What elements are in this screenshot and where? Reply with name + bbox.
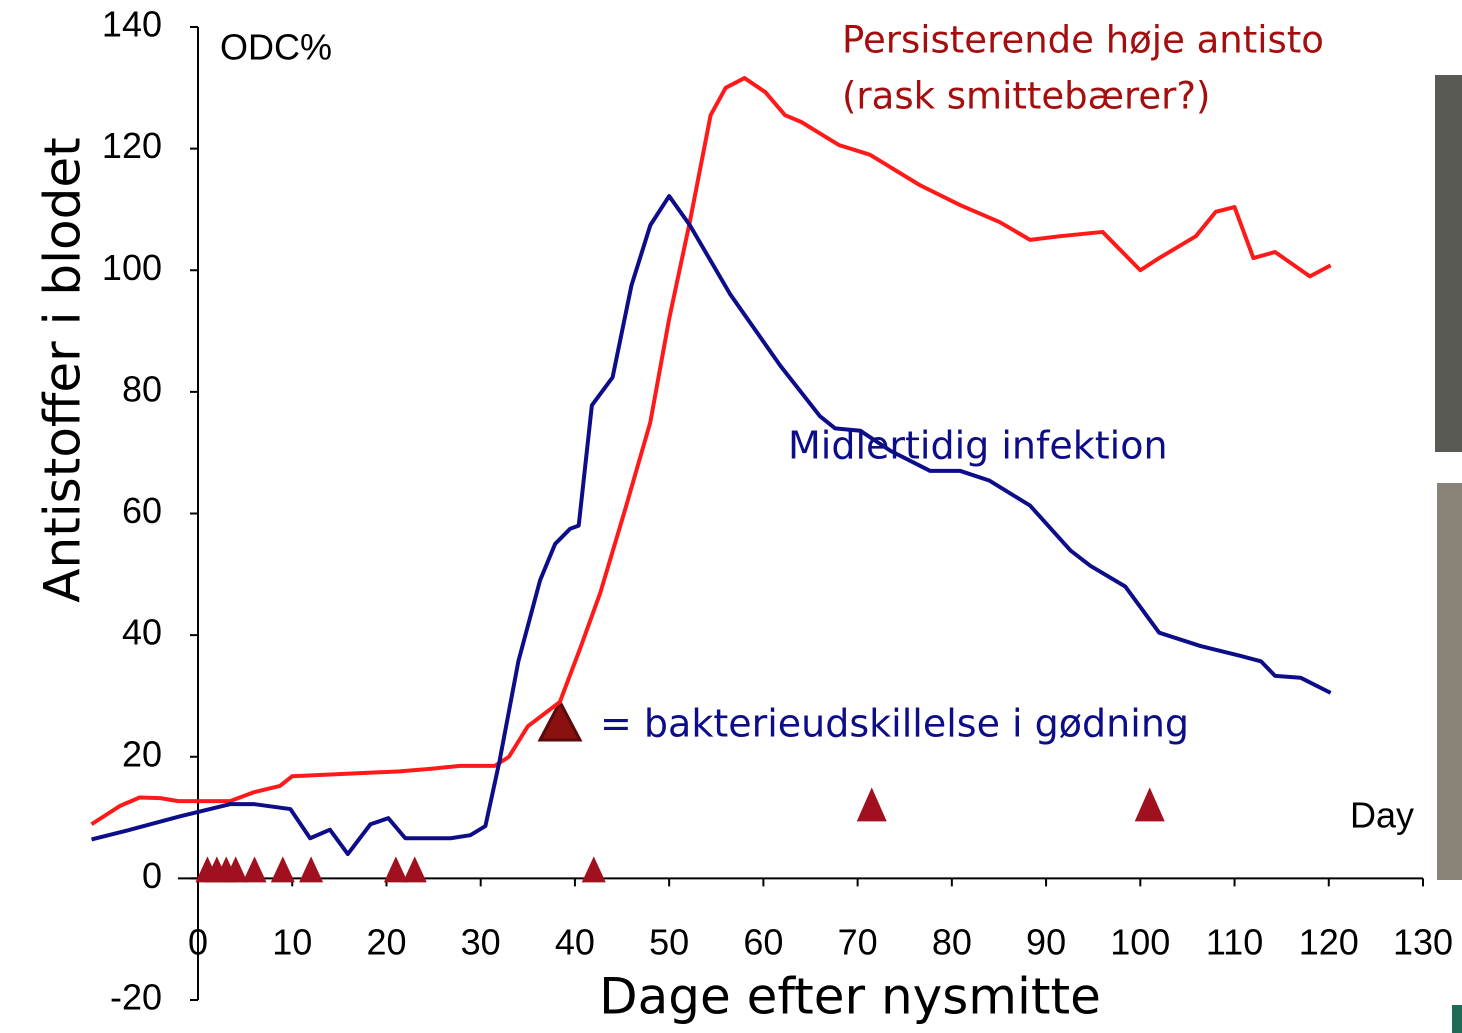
x-tick-label: 10 [272,922,312,963]
marker [299,856,323,882]
y-tick-label: 40 [122,612,162,653]
x-tick-label: 120 [1299,922,1359,963]
y-tick-label: -20 [110,977,162,1018]
y-axis-label: Antistoffer i blodet [34,137,92,602]
x-axis-label: Dage efter nysmitte [599,968,1101,1026]
marker [1135,787,1165,821]
x-tick-label: 0 [188,922,208,963]
x-tick-label: 130 [1393,922,1453,963]
y-tick-label: 60 [122,490,162,531]
legend-text: = bakterieudskillelse i gødning [600,702,1189,746]
y-tick-label: 80 [122,368,162,409]
photo [1435,75,1462,452]
y-tick-label: 140 [102,4,162,45]
annotation: (rask smittebærer?) [842,75,1210,118]
x-tick-label: 90 [1026,922,1066,963]
x-tick-label: 100 [1110,922,1170,963]
y-unit: ODC% [220,27,332,68]
x-tick-label: 70 [838,922,878,963]
y-tick-label: 120 [102,125,162,166]
legend-marker [540,702,580,740]
x-unit: Day [1350,795,1414,836]
x-tick-label: 60 [743,922,783,963]
marker [384,856,408,882]
marker [271,856,295,882]
x-tick-label: 20 [366,922,406,963]
marker [582,856,606,882]
marker [403,856,427,882]
y-tick-label: 100 [102,247,162,288]
y-tick-label: 20 [122,733,162,774]
x-tick-label: 30 [461,922,501,963]
annotation: Persisterende høje antisto [842,19,1324,62]
x-tick-label: 40 [555,922,595,963]
marker [243,856,267,882]
logo [1452,1005,1462,1033]
x-tick-label: 110 [1206,922,1263,963]
marker [857,787,887,821]
photo [1437,483,1462,880]
y-tick-label: 0 [142,855,162,896]
chart: Antistoffer i blodet Dage efter nysmitte… [0,0,1462,1033]
x-tick-label: 50 [649,922,689,963]
line [92,196,1331,854]
x-tick-label: 80 [932,922,972,963]
